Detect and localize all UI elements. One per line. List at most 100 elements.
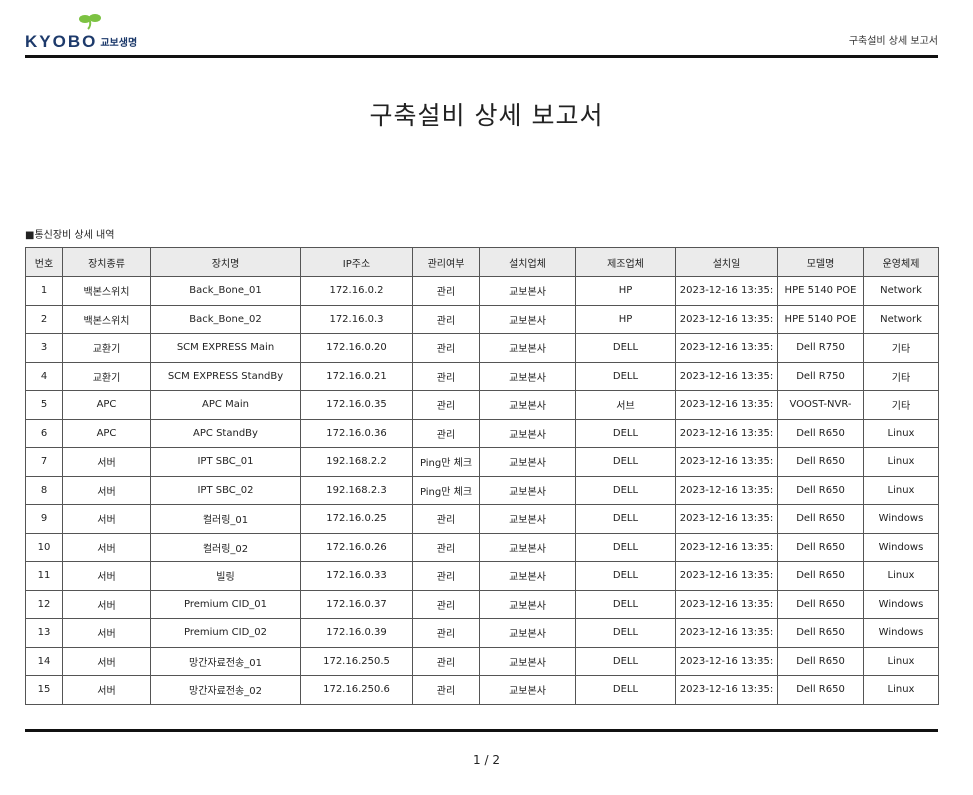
table-cell: 2023-12-16 13:35: bbox=[675, 475, 778, 505]
table-row: 9 서버 컬러링_01 172.16.0.25 관리 교보본사 DELL 2023-12-16… bbox=[25, 504, 939, 534]
table-cell: 14 bbox=[25, 646, 63, 676]
table-cell: Windows bbox=[863, 589, 939, 619]
table-cell: 12 bbox=[25, 589, 63, 619]
table-cell: 서버 bbox=[62, 561, 151, 591]
table-cell: 192.168.2.2 bbox=[300, 447, 413, 477]
table-cell: 172.16.0.35 bbox=[300, 390, 413, 420]
table-cell: APC StandBy bbox=[150, 418, 301, 448]
table-row: 13 서버 Premium CID_02 172.16.0.39 관리 교보본사 DELL 2… bbox=[25, 618, 939, 648]
table-cell: Premium CID_01 bbox=[150, 589, 301, 619]
header-title: 구축설비 상세 보고서 bbox=[848, 36, 938, 47]
table-cell: 관리 bbox=[412, 504, 480, 534]
table-cell: Dell R650 bbox=[777, 532, 864, 562]
table-cell: Linux bbox=[863, 475, 939, 505]
table-cell: 15 bbox=[25, 675, 63, 705]
table-cell: 3 bbox=[25, 333, 63, 363]
column-header: 제조업체 bbox=[575, 247, 676, 277]
table-cell: 서버 bbox=[62, 589, 151, 619]
table-cell: DELL bbox=[575, 532, 676, 562]
table-cell: APC Main bbox=[150, 390, 301, 420]
table-cell: Ping만 체크 bbox=[412, 475, 480, 505]
table-cell: Dell R750 bbox=[777, 361, 864, 391]
table-row: 3 교환기 SCM EXPRESS Main 172.16.0.20 관리 교보본사 DEL… bbox=[25, 333, 939, 363]
table-cell: Dell R650 bbox=[777, 447, 864, 477]
table-cell: 빌링 bbox=[150, 561, 301, 591]
table-cell: 2023-12-16 13:35: bbox=[675, 276, 778, 306]
column-header: 장치명 bbox=[150, 247, 301, 277]
table-cell: 컬러링_01 bbox=[150, 504, 301, 534]
table-cell: 망간자료전송_02 bbox=[150, 675, 301, 705]
table-cell: 서버 bbox=[62, 646, 151, 676]
table-cell: 교보본사 bbox=[479, 361, 576, 391]
table-cell: 서버 bbox=[62, 504, 151, 534]
table-cell: 백본스위치 bbox=[62, 304, 151, 334]
table-cell: 172.16.0.20 bbox=[300, 333, 413, 363]
table-cell: Dell R750 bbox=[777, 333, 864, 363]
table-cell: 교보본사 bbox=[479, 304, 576, 334]
table-cell: 172.16.0.26 bbox=[300, 532, 413, 562]
table-cell: 관리 bbox=[412, 390, 480, 420]
table-cell: DELL bbox=[575, 361, 676, 391]
table-cell: 2023-12-16 13:35: bbox=[675, 675, 778, 705]
table-cell: SCM EXPRESS Main bbox=[150, 333, 301, 363]
table-cell: 교보본사 bbox=[479, 390, 576, 420]
table-cell: 2023-12-16 13:35: bbox=[675, 532, 778, 562]
column-header: 번호 bbox=[25, 247, 63, 277]
table-cell: DELL bbox=[575, 447, 676, 477]
table-cell: 2023-12-16 13:35: bbox=[675, 589, 778, 619]
table-cell: Dell R650 bbox=[777, 418, 864, 448]
table-cell: 6 bbox=[25, 418, 63, 448]
table-cell: 교보본사 bbox=[479, 447, 576, 477]
section-label: ■통신장비 상세 내역 bbox=[25, 230, 115, 241]
table-cell: Windows bbox=[863, 618, 939, 648]
table-cell: 교보본사 bbox=[479, 589, 576, 619]
table-cell: 관리 bbox=[412, 561, 480, 591]
table-cell: 172.16.0.37 bbox=[300, 589, 413, 619]
table-cell: APC bbox=[62, 390, 151, 420]
table-cell: 교보본사 bbox=[479, 618, 576, 648]
table-cell: 서버 bbox=[62, 532, 151, 562]
table-cell: 교보본사 bbox=[479, 646, 576, 676]
table-row: 12 서버 Premium CID_01 172.16.0.37 관리 교보본사 DELL 2… bbox=[25, 589, 939, 619]
table-cell: 172.16.0.39 bbox=[300, 618, 413, 648]
table-cell: DELL bbox=[575, 561, 676, 591]
table-cell: Dell R650 bbox=[777, 675, 864, 705]
table-cell: Linux bbox=[863, 675, 939, 705]
table-cell: DELL bbox=[575, 618, 676, 648]
table-cell: Premium CID_02 bbox=[150, 618, 301, 648]
table-cell: 192.168.2.3 bbox=[300, 475, 413, 505]
table-cell: 교보본사 bbox=[479, 504, 576, 534]
column-header: 설치일 bbox=[675, 247, 778, 277]
table-cell: Dell R650 bbox=[777, 618, 864, 648]
table-cell: 10 bbox=[25, 532, 63, 562]
leaf-icon bbox=[79, 14, 101, 30]
table-cell: 172.16.0.2 bbox=[300, 276, 413, 306]
table-cell: Linux bbox=[863, 447, 939, 477]
table-cell: 관리 bbox=[412, 675, 480, 705]
table-header-row: 번호 장치종류 장치명 IP주소 관리여부 설치업체 제조업체 설치일 모델명 운영체제 bbox=[25, 247, 939, 277]
table-cell: Dell R650 bbox=[777, 589, 864, 619]
table-cell: 관리 bbox=[412, 532, 480, 562]
table-cell: 관리 bbox=[412, 646, 480, 676]
table-cell: 172.16.250.6 bbox=[300, 675, 413, 705]
table-cell: 172.16.0.25 bbox=[300, 504, 413, 534]
table-cell: Dell R650 bbox=[777, 561, 864, 591]
table-cell: 교보본사 bbox=[479, 561, 576, 591]
table-cell: 2023-12-16 13:35: bbox=[675, 646, 778, 676]
table-row: 1 백본스위치 Back_Bone_01 172.16.0.2 관리 교보본사 HP 2023… bbox=[25, 276, 939, 306]
table-cell: SCM EXPRESS StandBy bbox=[150, 361, 301, 391]
table-cell: 2023-12-16 13:35: bbox=[675, 390, 778, 420]
table-cell: 교환기 bbox=[62, 361, 151, 391]
table-cell: 13 bbox=[25, 618, 63, 648]
table-cell: 교보본사 bbox=[479, 475, 576, 505]
table-cell: IPT SBC_02 bbox=[150, 475, 301, 505]
table-cell: 2023-12-16 13:35: bbox=[675, 304, 778, 334]
table-cell: 1 bbox=[25, 276, 63, 306]
table-row: 4 교환기 SCM EXPRESS StandBy 172.16.0.21 관리 교보본사… bbox=[25, 361, 939, 391]
table-row: 14 서버 망간자료전송_01 172.16.250.5 관리 교보본사 DELL 2023-… bbox=[25, 646, 939, 676]
table-cell: 2023-12-16 13:35: bbox=[675, 618, 778, 648]
table-cell: 4 bbox=[25, 361, 63, 391]
table-cell: VOOST-NVR- bbox=[777, 390, 864, 420]
logo-text: KYOBO 교보생명 bbox=[25, 32, 138, 51]
table-cell: Linux bbox=[863, 561, 939, 591]
